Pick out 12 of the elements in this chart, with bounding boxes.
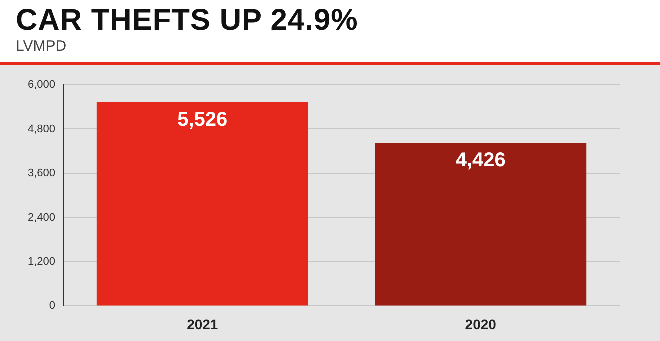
x-tick-label: 2020 — [465, 316, 497, 332]
data-label: 5,526 — [178, 108, 228, 131]
y-tick-label: 6,000 — [28, 79, 56, 92]
y-tick-label: 0 — [49, 300, 56, 312]
data-label: 4,426 — [456, 150, 506, 172]
x-tick-label: 2021 — [187, 316, 218, 332]
chart-title: CAR THEFTS UP 24.9% — [16, 4, 358, 38]
y-tick-label: 4,800 — [28, 123, 56, 136]
chart-subtitle: LVMPD — [16, 38, 67, 55]
y-tick-label: 3,600 — [28, 168, 56, 180]
y-tick-label: 1,200 — [28, 256, 56, 268]
y-tick-label: 2,400 — [28, 212, 56, 224]
